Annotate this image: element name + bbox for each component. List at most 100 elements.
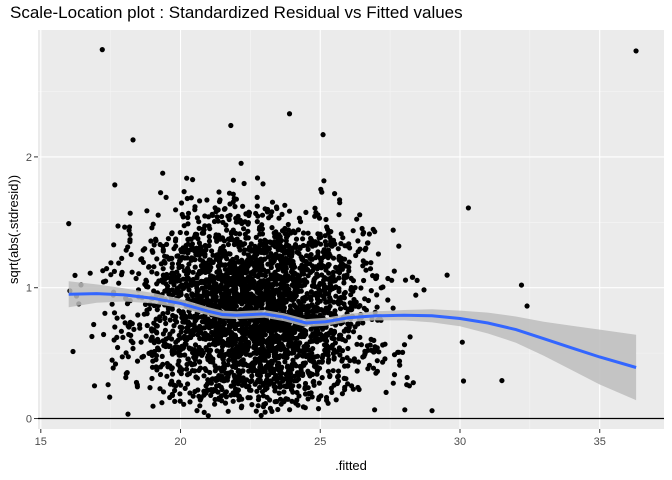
data-point [203,265,209,271]
data-point [125,411,131,417]
data-point [153,238,159,244]
data-point [282,289,288,296]
data-point [345,363,351,369]
data-point [275,237,281,243]
data-point [202,242,208,249]
data-point [339,348,346,354]
data-point [308,289,314,295]
data-point [147,385,153,391]
data-point [267,297,273,303]
data-point [272,357,278,363]
data-point [127,322,133,328]
data-point [167,381,174,387]
y-axis-title: sqrt(abs(.stdresid)) [6,175,21,284]
data-point [268,289,274,295]
data-point [327,373,333,380]
data-point [112,182,118,188]
data-point [238,264,244,270]
data-point [257,242,263,248]
data-point [102,310,108,316]
data-point [206,238,213,244]
data-point [349,302,355,308]
data-point [155,212,161,218]
data-point [323,336,329,342]
data-point [276,355,282,361]
data-point [275,406,281,413]
data-point [222,332,229,338]
data-point [111,310,118,316]
data-point [294,378,300,384]
data-point [156,339,162,345]
data-point [91,383,98,389]
data-point [173,314,179,320]
data-point [267,405,273,411]
data-point [336,253,342,260]
data-point [196,268,203,274]
data-point [259,306,265,312]
data-point [116,260,122,266]
data-point [265,353,271,359]
data-point [360,258,366,264]
data-point [338,241,344,247]
data-point [260,280,266,286]
data-point [178,283,184,289]
data-point [133,275,139,282]
data-point [173,339,179,345]
data-point [247,367,254,373]
data-point [267,293,273,299]
data-point [194,314,200,320]
data-point [176,368,183,374]
data-point [238,405,244,411]
data-point [185,221,191,227]
data-point [351,358,358,364]
data-point [255,403,261,409]
data-point [123,374,129,381]
data-point [192,204,198,210]
data-point [274,306,280,312]
data-point [192,264,198,270]
data-point [337,334,343,340]
data-point [327,242,333,248]
data-point [279,211,285,217]
data-point [306,308,312,315]
data-point [225,408,231,414]
data-point [253,340,259,346]
data-point [235,266,241,272]
data-point [281,323,287,329]
data-point [288,339,294,346]
data-point [70,348,76,355]
data-point [260,181,266,187]
data-point [184,195,190,202]
data-point [255,397,262,403]
data-point [317,331,323,337]
data-point [335,268,341,274]
data-point [325,331,331,337]
data-point [257,332,263,338]
data-point [242,382,248,388]
data-point [352,324,358,330]
data-point [171,246,177,252]
data-point [366,362,372,368]
data-point [180,245,186,251]
data-point [245,228,251,234]
data-point [231,317,237,324]
data-point [120,334,126,340]
data-point [262,409,268,415]
data-point [246,274,252,280]
data-point [174,290,180,296]
data-point [254,219,260,225]
data-point [216,338,222,344]
data-point [346,241,352,247]
data-point [305,273,311,279]
data-point [278,366,284,372]
data-point [182,385,188,391]
data-point [206,336,213,342]
data-point [209,329,215,335]
data-point [206,223,212,229]
data-point [101,331,107,338]
data-point [205,377,211,383]
data-point [272,244,278,250]
data-point [211,280,217,286]
data-point [143,283,149,289]
data-point [208,392,214,398]
